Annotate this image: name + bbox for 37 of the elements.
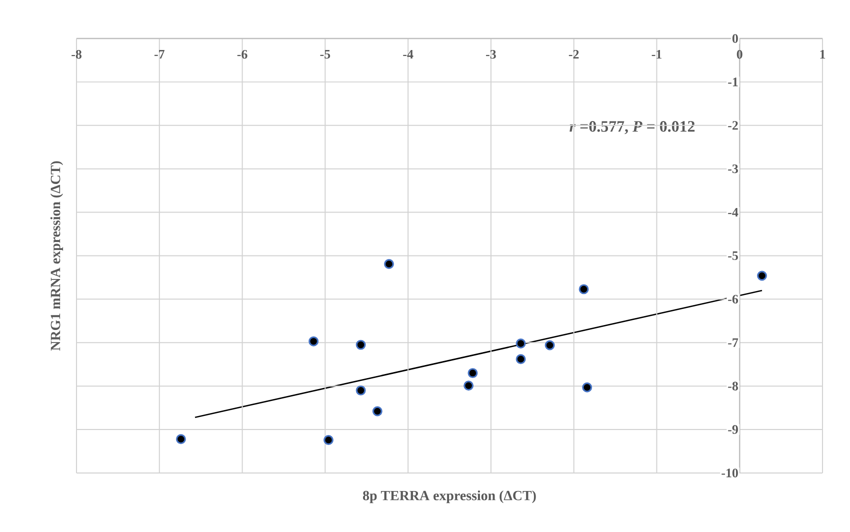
y-tick-label: -7 <box>728 338 738 347</box>
y-axis-title: NRG1 mRNA expression (ΔCT) <box>50 161 64 351</box>
y-tick-label: -1 <box>728 78 738 86</box>
x-tick-label: 1 <box>820 50 826 59</box>
point <box>516 338 526 348</box>
point <box>356 385 366 396</box>
point <box>582 382 592 392</box>
point <box>384 259 394 269</box>
point <box>468 368 478 378</box>
x-tick-label: -7 <box>154 50 164 58</box>
point <box>544 340 555 350</box>
point <box>516 354 526 364</box>
x-tick-label: -8 <box>72 50 82 59</box>
y-tick-label: -3 <box>728 164 738 174</box>
y-tick-label: -9 <box>728 425 738 434</box>
y-tick-label: -2 <box>728 121 738 130</box>
point <box>324 434 334 445</box>
point <box>578 284 589 294</box>
x-tick-label: -1 <box>652 50 662 59</box>
y-tick-label: -4 <box>728 208 738 217</box>
x-axis-title: 8p TERRA expression (ΔCT) <box>363 490 536 504</box>
point <box>308 336 319 346</box>
y-tick-label: 0 <box>732 34 738 43</box>
y-tick-label: -10 <box>722 468 738 478</box>
x-tick-label: -2 <box>568 50 579 59</box>
y-tick-label: -8 <box>728 382 738 390</box>
point <box>176 434 186 444</box>
x-tick-label: -6 <box>237 50 248 59</box>
point <box>757 270 767 281</box>
point <box>356 340 366 350</box>
y-tick-label: -6 <box>728 294 738 304</box>
point <box>464 380 474 391</box>
x-tick-label: -5 <box>320 50 330 59</box>
x-tick-label: -3 <box>486 50 496 59</box>
point <box>372 406 382 416</box>
x-tick-label: -4 <box>403 50 414 58</box>
y-tick-label: -5 <box>728 251 738 260</box>
